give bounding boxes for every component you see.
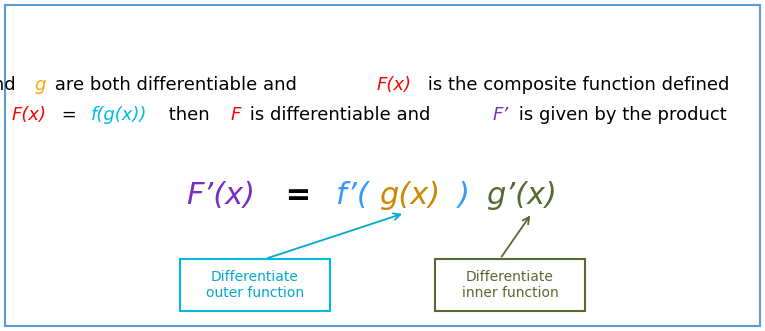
Text: F: F — [231, 106, 241, 124]
Text: is the composite function defined: is the composite function defined — [422, 76, 729, 94]
FancyBboxPatch shape — [180, 259, 330, 311]
Text: ): ) — [458, 180, 470, 210]
Text: F(x): F(x) — [11, 106, 46, 124]
Text: g: g — [34, 76, 46, 94]
Text: are both differentiable and: are both differentiable and — [49, 76, 303, 94]
Text: is differentiable and: is differentiable and — [244, 106, 436, 124]
Text: Differentiate
outer function: Differentiate outer function — [206, 270, 304, 300]
Text: F’(x): F’(x) — [187, 180, 256, 210]
Text: F’: F’ — [492, 106, 508, 124]
Text: =: = — [57, 106, 83, 124]
Text: then: then — [163, 106, 216, 124]
FancyBboxPatch shape — [435, 259, 585, 311]
Text: g’(x): g’(x) — [487, 180, 557, 210]
Text: is given by the product: is given by the product — [513, 106, 727, 124]
Text: Differentiate
inner function: Differentiate inner function — [461, 270, 558, 300]
Text: f(g(x)): f(g(x)) — [90, 106, 147, 124]
Text: =: = — [275, 180, 322, 210]
Text: f’(: f’( — [336, 180, 369, 210]
Text: and: and — [0, 76, 21, 94]
Text: g(x): g(x) — [379, 180, 441, 210]
Text: F(x): F(x) — [376, 76, 412, 94]
Text: by: by — [0, 106, 3, 124]
